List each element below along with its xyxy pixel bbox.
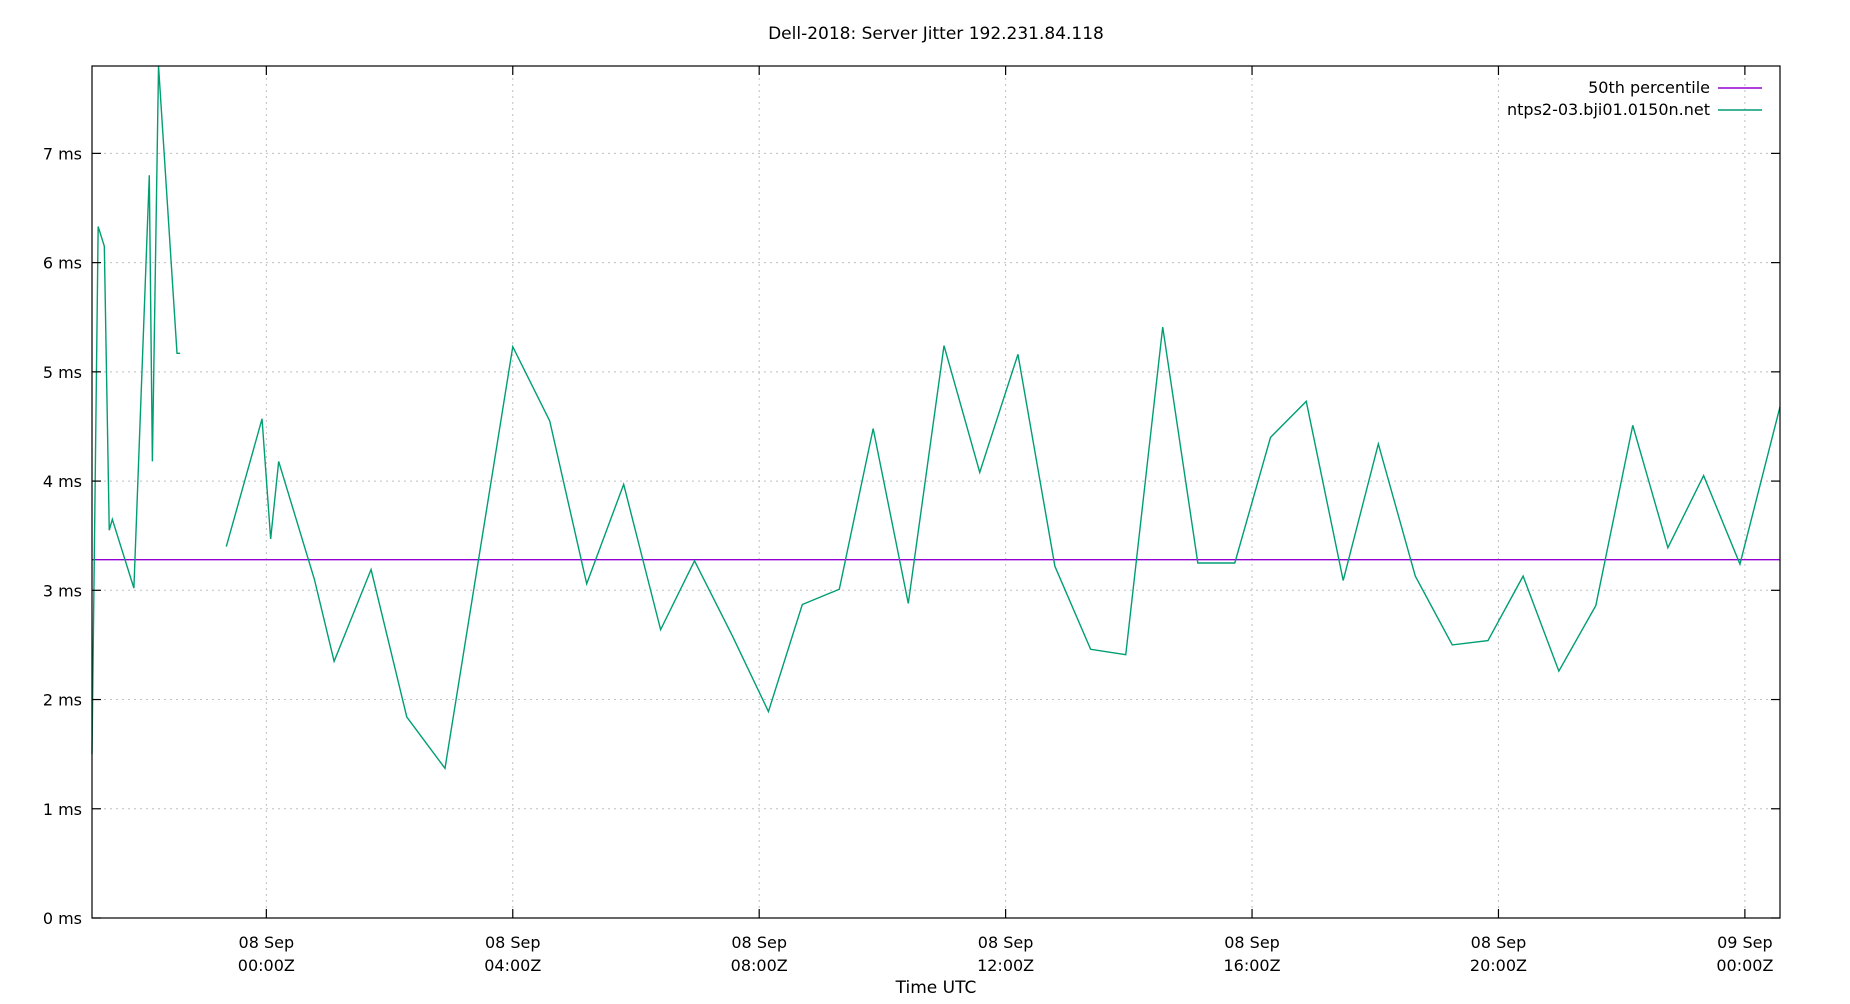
x-tick-label-time: 04:00Z [484,956,541,975]
x-tick-label-date: 09 Sep [1717,933,1773,952]
x-tick-label-time: 16:00Z [1223,956,1280,975]
y-tick-label: 2 ms [43,691,82,710]
legend-entry-label: 50th percentile [1588,78,1710,97]
tick-layer: 0 ms 1 ms 2 ms 3 ms 4 ms 5 ms 6 ms 7 ms 08 Sep 00… [43,66,1780,975]
x-tick-label-date: 08 Sep [978,933,1034,952]
x-tick-label-time: 08:00Z [731,956,788,975]
chart-title: Dell-2018: Server Jitter 192.231.84.118 [768,24,1104,44]
y-tick-label: 7 ms [43,144,82,163]
plot-area-frame [91,65,1781,919]
x-tick-label-time: 00:00Z [1716,956,1773,975]
grid-layer [92,66,1780,918]
x-tick-label-time: 20:00Z [1470,956,1527,975]
legend-entry-label: ntps2-03.bji01.0150n.net [1507,100,1710,119]
y-tick-label: 4 ms [43,472,82,491]
x-tick-label-time: 12:00Z [977,956,1034,975]
x-tick-label-date: 08 Sep [731,933,787,952]
y-tick-label: 5 ms [43,363,82,382]
x-tick-label-date: 08 Sep [239,933,295,952]
y-tick-label: 6 ms [43,254,82,273]
legend: 50th percentile ntps2-03.bji01.0150n.net [1507,78,1762,119]
series-line-jitter-segment-2 [225,326,1781,771]
x-tick-label-time: 00:00Z [238,956,295,975]
series-layer [91,65,1781,771]
y-tick-label: 0 ms [43,909,82,928]
x-tick-label-date: 08 Sep [1224,933,1280,952]
y-tick-label: 1 ms [43,800,82,819]
x-tick-label-date: 08 Sep [1471,933,1527,952]
series-line-jitter-segment-1 [91,65,181,755]
x-axis-label: Time UTC [895,978,977,998]
x-tick-label-date: 08 Sep [485,933,541,952]
y-tick-label: 3 ms [43,581,82,600]
